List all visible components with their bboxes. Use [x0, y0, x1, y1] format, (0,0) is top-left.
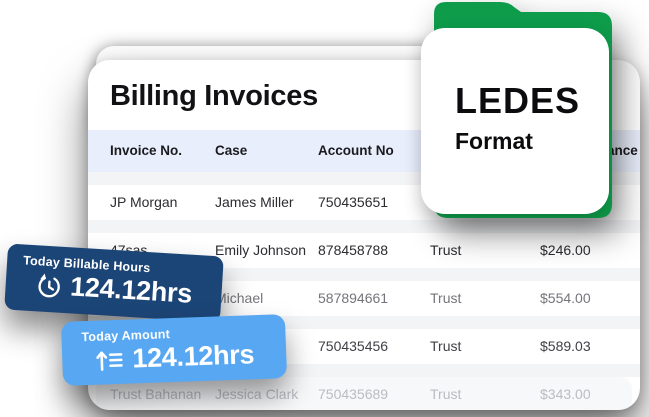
cell-account-no: 750435689	[318, 386, 389, 402]
cell-account-no: 878458788	[318, 242, 389, 258]
table-row: Trust Bahanan Jessica Clark 750435689 Tr…	[88, 364, 640, 410]
col-header-case: Case	[215, 143, 248, 158]
cell-account-no: 587894661	[318, 290, 389, 306]
amount-value: 124.12hrs	[131, 339, 255, 374]
faded-row-background	[96, 377, 632, 410]
cell-account-type: Trust	[430, 242, 462, 258]
cell-amount: $246.00	[540, 242, 591, 258]
cell-invoice-no: JP Morgan	[110, 194, 178, 210]
col-header-account-no: Account No	[318, 143, 394, 158]
ledes-folder: LEDES Format	[418, 0, 649, 228]
cell-case: James Miller	[215, 194, 294, 210]
cell-amount: $589.03	[540, 338, 591, 354]
cell-case: Jessica Clark	[215, 386, 299, 402]
cell-account-no: 750435456	[318, 338, 389, 354]
cell-account-type: Trust	[430, 338, 462, 354]
cell-amount: $554.00	[540, 290, 591, 306]
page-title: Billing Invoices	[110, 80, 318, 112]
today-amount-badge: Today Amount 124.12hrs	[60, 314, 288, 386]
ledes-label: LEDES	[455, 80, 581, 121]
cell-case: Emily Johnson	[215, 242, 307, 258]
cell-case: Michael	[215, 290, 264, 306]
cell-invoice-no: Trust Bahanan	[110, 386, 202, 402]
billable-hours-value: 124.12hrs	[69, 271, 193, 309]
format-label: Format	[455, 128, 533, 154]
ledes-format-card: LEDES Format	[421, 28, 609, 214]
clock-history-icon	[34, 271, 63, 300]
cell-account-type: Trust	[430, 290, 462, 306]
cell-amount: $343.00	[540, 386, 591, 402]
today-billable-hours-badge: Today Billable Hours 124.12hrs	[4, 243, 224, 323]
cell-account-type: Trust	[430, 386, 462, 402]
arrow-up-lines-icon	[94, 347, 125, 372]
col-header-invoice-no: Invoice No.	[110, 143, 183, 158]
cell-account-no: 750435651	[318, 194, 389, 210]
